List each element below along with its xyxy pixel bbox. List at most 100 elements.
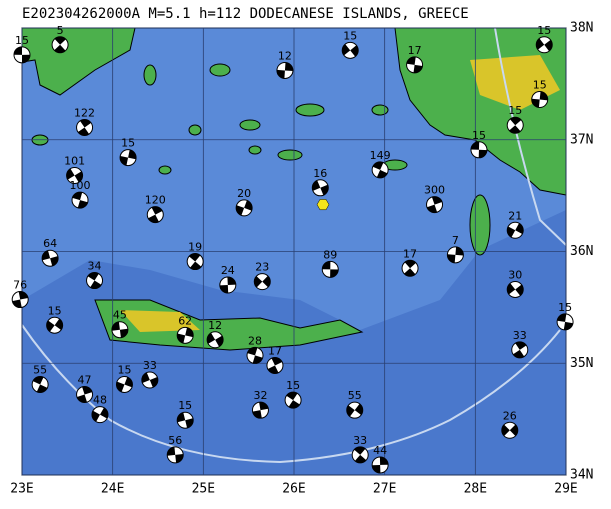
y-tick-label: 35N <box>570 356 593 371</box>
depth-label: 101 <box>64 155 85 168</box>
depth-label: 33 <box>353 434 367 447</box>
beachball-quadrant <box>406 56 423 73</box>
depth-label: 33 <box>513 329 527 342</box>
beachball-quadrant <box>536 38 553 52</box>
depth-label: 76 <box>13 279 27 292</box>
beachball-quadrant <box>14 46 30 63</box>
depth-label: 24 <box>221 264 235 277</box>
x-tick-label: 26E <box>282 482 305 497</box>
beachball-quadrant <box>427 196 443 213</box>
beachball-quadrant <box>252 402 269 419</box>
beachball-quadrant <box>513 341 527 358</box>
beachball-quadrant <box>189 253 202 270</box>
beachball-quadrant <box>471 141 487 158</box>
depth-label: 15 <box>558 301 572 314</box>
depth-label: 149 <box>370 149 391 162</box>
depth-label: 17 <box>268 344 282 357</box>
beachball-quadrant <box>91 407 108 422</box>
x-tick-label: 23E <box>10 482 33 497</box>
beachball-quadrant <box>77 386 93 403</box>
depth-label: 23 <box>255 261 269 274</box>
beachball-quadrant <box>286 392 300 409</box>
beachball-quadrant <box>254 275 271 288</box>
beachball-quadrant <box>447 246 464 263</box>
beachball-quadrant <box>312 180 329 196</box>
y-tick-label: 38N <box>570 21 593 36</box>
depth-label: 300 <box>424 184 445 197</box>
depth-label: 15 <box>178 399 192 412</box>
depth-label: 12 <box>208 319 222 332</box>
depth-label: 21 <box>508 209 522 222</box>
depth-label: 48 <box>93 394 107 407</box>
depth-label: 30 <box>508 268 522 281</box>
beachball-quadrant <box>404 260 416 277</box>
depth-label: 122 <box>74 106 95 119</box>
depth-label: 19 <box>188 241 202 254</box>
beachball-quadrant <box>120 149 137 166</box>
beachball-quadrant <box>72 192 88 209</box>
beachball-quadrant <box>346 403 363 417</box>
beachball-quadrant <box>207 332 224 347</box>
depth-label: 15 <box>117 363 131 376</box>
beachball-quadrant <box>531 91 548 108</box>
beachball-quadrant <box>372 456 389 473</box>
beachball-quadrant <box>372 161 388 178</box>
y-tick-label: 36N <box>570 244 593 259</box>
depth-label: 16 <box>313 167 327 180</box>
depth-label: 17 <box>403 247 417 260</box>
beachball-quadrant <box>66 168 83 183</box>
depth-label: 34 <box>88 260 102 273</box>
beachball-quadrant <box>509 117 522 134</box>
beachball-quadrant <box>247 347 263 364</box>
depth-label: 120 <box>145 194 166 207</box>
depth-label: 55 <box>33 363 47 376</box>
depth-label: 15 <box>286 379 300 392</box>
beachball-quadrant <box>219 276 236 294</box>
depth-label: 32 <box>253 389 267 402</box>
x-tick-label: 29E <box>554 482 577 497</box>
x-tick-label: 24E <box>101 482 124 497</box>
depth-label: 15 <box>48 304 62 317</box>
depth-label: 28 <box>248 334 262 347</box>
depth-label: 64 <box>43 237 57 250</box>
y-tick-label: 34N <box>570 468 593 483</box>
map-title: E202304262000A M=5.1 h=112 DODECANESE IS… <box>22 6 469 22</box>
depth-label: 100 <box>70 179 91 192</box>
islands <box>31 63 491 256</box>
beachball-quadrant <box>507 223 524 238</box>
beachball-quadrant <box>177 412 194 428</box>
beachball-quadrant <box>322 261 339 278</box>
depth-label: 15 <box>537 24 551 37</box>
beachball-quadrant <box>46 318 63 332</box>
beachball-quadrant <box>276 62 293 79</box>
beachball-quadrant <box>87 272 102 289</box>
depth-label: 15 <box>533 79 547 92</box>
x-tick-label: 25E <box>192 482 215 497</box>
beachball-quadrant <box>148 206 163 223</box>
depth-label: 17 <box>408 44 422 57</box>
beachball-quadrant <box>177 327 194 344</box>
beachball-quadrant <box>267 357 283 374</box>
depth-label: 47 <box>78 374 92 387</box>
depth-label: 15 <box>472 129 486 142</box>
depth-label: 12 <box>278 49 292 62</box>
beachball-quadrant <box>342 44 359 57</box>
beachball-quadrant <box>167 446 184 463</box>
depth-label: 7 <box>452 234 459 247</box>
beachball-quadrant <box>507 283 524 296</box>
beachball-quadrant <box>141 372 158 388</box>
depth-label: 56 <box>168 434 182 447</box>
depth-label: 15 <box>343 29 357 42</box>
beachball-quadrant <box>32 376 48 393</box>
depth-label: 62 <box>178 314 192 327</box>
depth-label: 44 <box>373 444 387 457</box>
beachball-quadrant <box>354 446 367 463</box>
beachball-quadrant <box>78 119 92 136</box>
x-tick-label: 27E <box>373 482 396 497</box>
depth-label: 26 <box>503 409 517 422</box>
depth-label: 20 <box>237 187 251 200</box>
beachball-quadrant <box>42 250 59 266</box>
depth-label: 89 <box>323 248 337 261</box>
beachball-quadrant <box>111 321 128 338</box>
